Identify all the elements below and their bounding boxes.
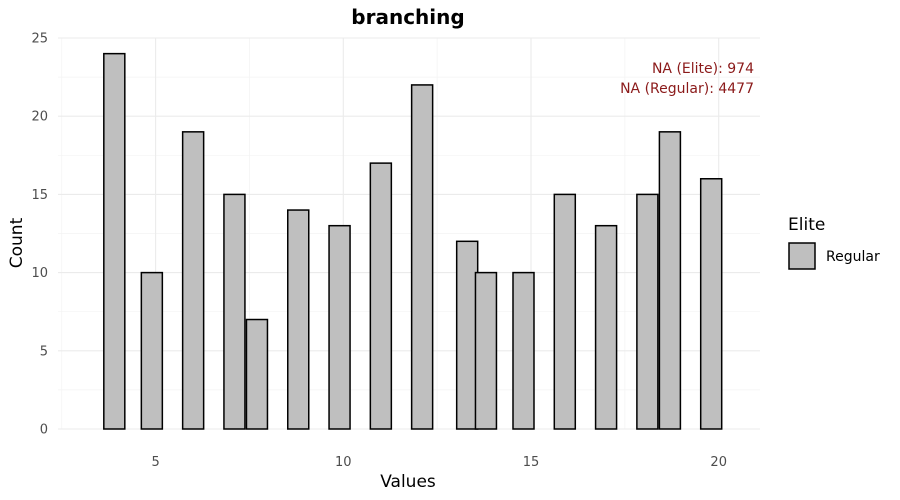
bar xyxy=(474,271,498,430)
bar xyxy=(553,193,577,430)
bar xyxy=(223,193,246,430)
bar xyxy=(369,162,393,430)
annotation-na-regular: NA (Regular): 4477 xyxy=(620,81,754,97)
x-tick-label: 5 xyxy=(151,455,159,470)
legend-title: Elite xyxy=(788,215,825,235)
bar xyxy=(410,84,434,430)
legend-label-regular: Regular xyxy=(826,249,880,265)
bar xyxy=(658,131,682,430)
bar xyxy=(287,209,310,430)
bar xyxy=(636,193,659,430)
bar xyxy=(103,52,126,430)
y-tick-labels: 0 5 10 15 20 25 xyxy=(31,32,48,438)
annotation-na-elite: NA (Elite): 974 xyxy=(652,61,754,77)
y-tick-label: 25 xyxy=(31,32,48,47)
bar xyxy=(594,224,618,430)
bar xyxy=(328,224,351,430)
x-axis-label: Values xyxy=(380,472,436,492)
legend: Elite Regular xyxy=(788,215,880,270)
bar xyxy=(512,271,535,430)
bar xyxy=(140,271,164,430)
x-tick-labels: 5 10 15 20 xyxy=(151,455,727,470)
bar xyxy=(699,178,723,430)
bar xyxy=(245,318,269,430)
legend-key-regular xyxy=(788,242,816,270)
y-tick-label: 10 xyxy=(31,266,48,281)
chart-title: branching xyxy=(351,5,464,29)
y-tick-label: 5 xyxy=(40,344,48,359)
x-tick-label: 20 xyxy=(710,455,727,470)
bars xyxy=(103,52,723,430)
y-tick-label: 15 xyxy=(31,188,48,203)
y-tick-label: 0 xyxy=(40,423,48,438)
y-axis-label: Count xyxy=(7,217,27,268)
x-tick-label: 10 xyxy=(335,455,352,470)
x-tick-label: 15 xyxy=(523,455,540,470)
bar xyxy=(181,131,205,430)
bar xyxy=(455,240,479,430)
y-tick-label: 20 xyxy=(31,110,48,125)
